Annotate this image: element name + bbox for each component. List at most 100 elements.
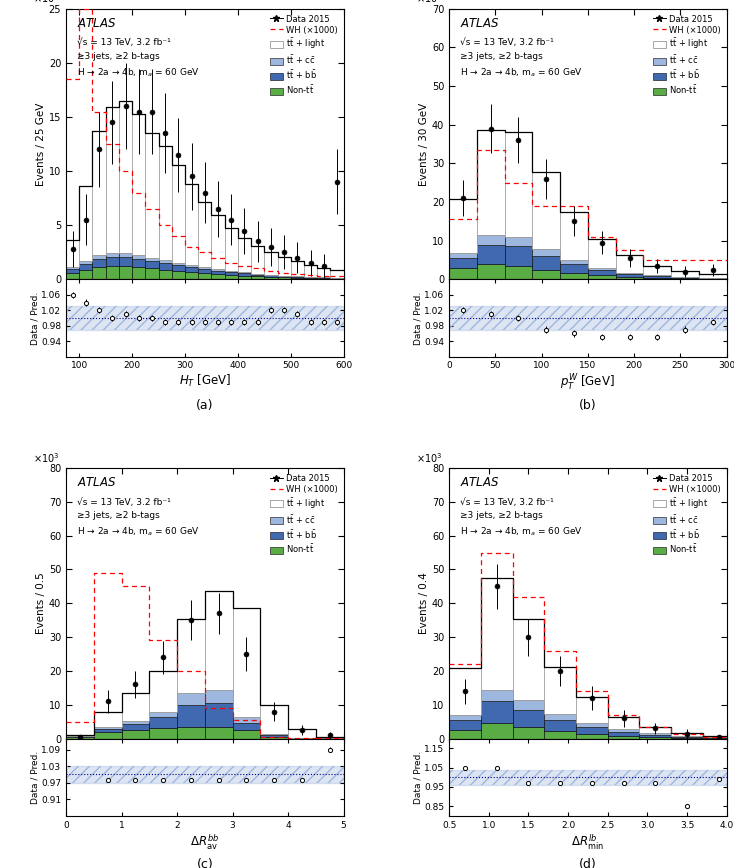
Bar [477, 235, 504, 245]
Bar [616, 277, 644, 279]
Bar [122, 693, 149, 721]
Bar [671, 737, 703, 738]
Bar [177, 727, 205, 739]
Bar [185, 266, 198, 267]
X-axis label: $H_{T}$ [GeV]: $H_{T}$ [GeV] [178, 373, 231, 390]
Bar [159, 270, 172, 279]
Bar [671, 278, 699, 279]
Bar [233, 717, 261, 723]
Bar [532, 270, 560, 279]
Bar [106, 107, 119, 253]
Y-axis label: Events / 25 GeV: Events / 25 GeV [36, 102, 46, 186]
Bar [205, 703, 233, 727]
Y-axis label: Events / 0.4: Events / 0.4 [419, 572, 429, 635]
Bar [449, 730, 481, 739]
Bar [545, 713, 576, 720]
Text: (d): (d) [579, 858, 597, 868]
Bar [545, 720, 576, 731]
Bar [119, 266, 132, 279]
Bar [185, 184, 198, 266]
Bar [211, 269, 225, 271]
Bar [504, 266, 532, 279]
Bar [238, 238, 251, 273]
Bar [261, 705, 288, 733]
Text: √s = 13 TeV, 3.2 fb⁻¹
≥3 jets, ≥2 b-tags
H → 2a → 4b, m$_{a}$ = 60 GeV: √s = 13 TeV, 3.2 fb⁻¹ ≥3 jets, ≥2 b-tags… [460, 38, 583, 78]
Bar [66, 240, 79, 267]
Bar [608, 735, 639, 739]
Bar [304, 265, 317, 277]
Bar [132, 255, 145, 259]
Bar [149, 671, 177, 712]
Bar [560, 264, 588, 273]
Bar [264, 252, 277, 274]
Bar [145, 261, 159, 268]
Bar [106, 266, 119, 279]
Bar [233, 608, 261, 717]
Text: √s = 13 TeV, 3.2 fb⁻¹
≥3 jets, ≥2 b-tags
H → 2a → 4b, m$_{a}$ = 60 GeV: √s = 13 TeV, 3.2 fb⁻¹ ≥3 jets, ≥2 b-tags… [460, 497, 583, 538]
Text: √s = 13 TeV, 3.2 fb⁻¹
≥3 jets, ≥2 b-tags
H → 2a → 4b, m$_{a}$ = 60 GeV: √s = 13 TeV, 3.2 fb⁻¹ ≥3 jets, ≥2 b-tags… [77, 497, 200, 538]
Bar [264, 275, 277, 277]
Bar [304, 278, 317, 279]
Bar [132, 259, 145, 267]
Bar [172, 263, 185, 266]
Bar [251, 246, 264, 273]
Bar [449, 253, 477, 258]
Bar [94, 713, 122, 727]
Bar [225, 273, 238, 275]
Bar [198, 267, 211, 269]
Bar [159, 147, 172, 260]
Bar [576, 723, 608, 727]
Bar [251, 274, 264, 276]
Bar [233, 723, 261, 730]
Bar [149, 712, 177, 717]
Text: $\it{ATLAS}$: $\it{ATLAS}$ [460, 476, 500, 489]
Bar [264, 277, 277, 279]
Bar [122, 721, 149, 724]
Bar [119, 253, 132, 257]
Bar [211, 271, 225, 274]
Bar [233, 730, 261, 739]
Bar [616, 255, 644, 273]
Bar [122, 724, 149, 730]
X-axis label: $\Delta R_{\mathrm{av}}^{bb}$: $\Delta R_{\mathrm{av}}^{bb}$ [190, 832, 219, 852]
Bar [172, 165, 185, 263]
Legend: Data 2015, WH (×1000), t$\bar{\rm t}$ + light, t$\bar{\rm t}$ + c$\bar{\rm c}$, : Data 2015, WH (×1000), t$\bar{\rm t}$ + … [652, 472, 722, 557]
Bar [238, 276, 251, 279]
X-axis label: $\Delta R_{\mathrm{min}}^{lb}$: $\Delta R_{\mathrm{min}}^{lb}$ [571, 832, 604, 852]
Bar [94, 729, 122, 732]
Y-axis label: Events / 0.5: Events / 0.5 [36, 572, 46, 635]
Bar [644, 266, 671, 275]
Bar [185, 273, 198, 279]
Bar [198, 202, 211, 267]
Bar [79, 270, 92, 279]
Bar [449, 258, 477, 267]
Bar [608, 717, 639, 729]
Bar [512, 619, 545, 700]
Bar [145, 133, 159, 258]
Bar [481, 578, 512, 689]
Y-axis label: Data / Pred.: Data / Pred. [414, 751, 423, 804]
Text: (a): (a) [196, 399, 214, 412]
Bar [177, 619, 205, 693]
Bar [512, 700, 545, 710]
Text: $\it{ATLAS}$: $\it{ATLAS}$ [77, 476, 117, 489]
Bar [66, 273, 79, 279]
Bar [449, 720, 481, 730]
Bar [576, 727, 608, 733]
Bar [198, 269, 211, 273]
Legend: Data 2015, WH (×1000), t$\bar{\rm t}$ + light, t$\bar{\rm t}$ + c$\bar{\rm c}$, : Data 2015, WH (×1000), t$\bar{\rm t}$ + … [652, 13, 722, 98]
Bar [560, 260, 588, 264]
Bar [504, 133, 532, 237]
Bar [671, 271, 699, 277]
Text: $\it{ATLAS}$: $\it{ATLAS}$ [77, 16, 117, 30]
Bar [132, 114, 145, 255]
Bar [261, 733, 288, 735]
Bar [238, 273, 251, 276]
Y-axis label: Data / Pred.: Data / Pred. [414, 292, 423, 345]
Bar [92, 131, 106, 255]
Bar [504, 237, 532, 247]
Bar [211, 215, 225, 269]
Bar [639, 727, 671, 733]
Bar [644, 278, 671, 279]
Text: √s = 13 TeV, 3.2 fb⁻¹
≥3 jets, ≥2 b-tags
H → 2a → 4b, m$_{a}$ = 60 GeV: √s = 13 TeV, 3.2 fb⁻¹ ≥3 jets, ≥2 b-tags… [77, 38, 200, 78]
